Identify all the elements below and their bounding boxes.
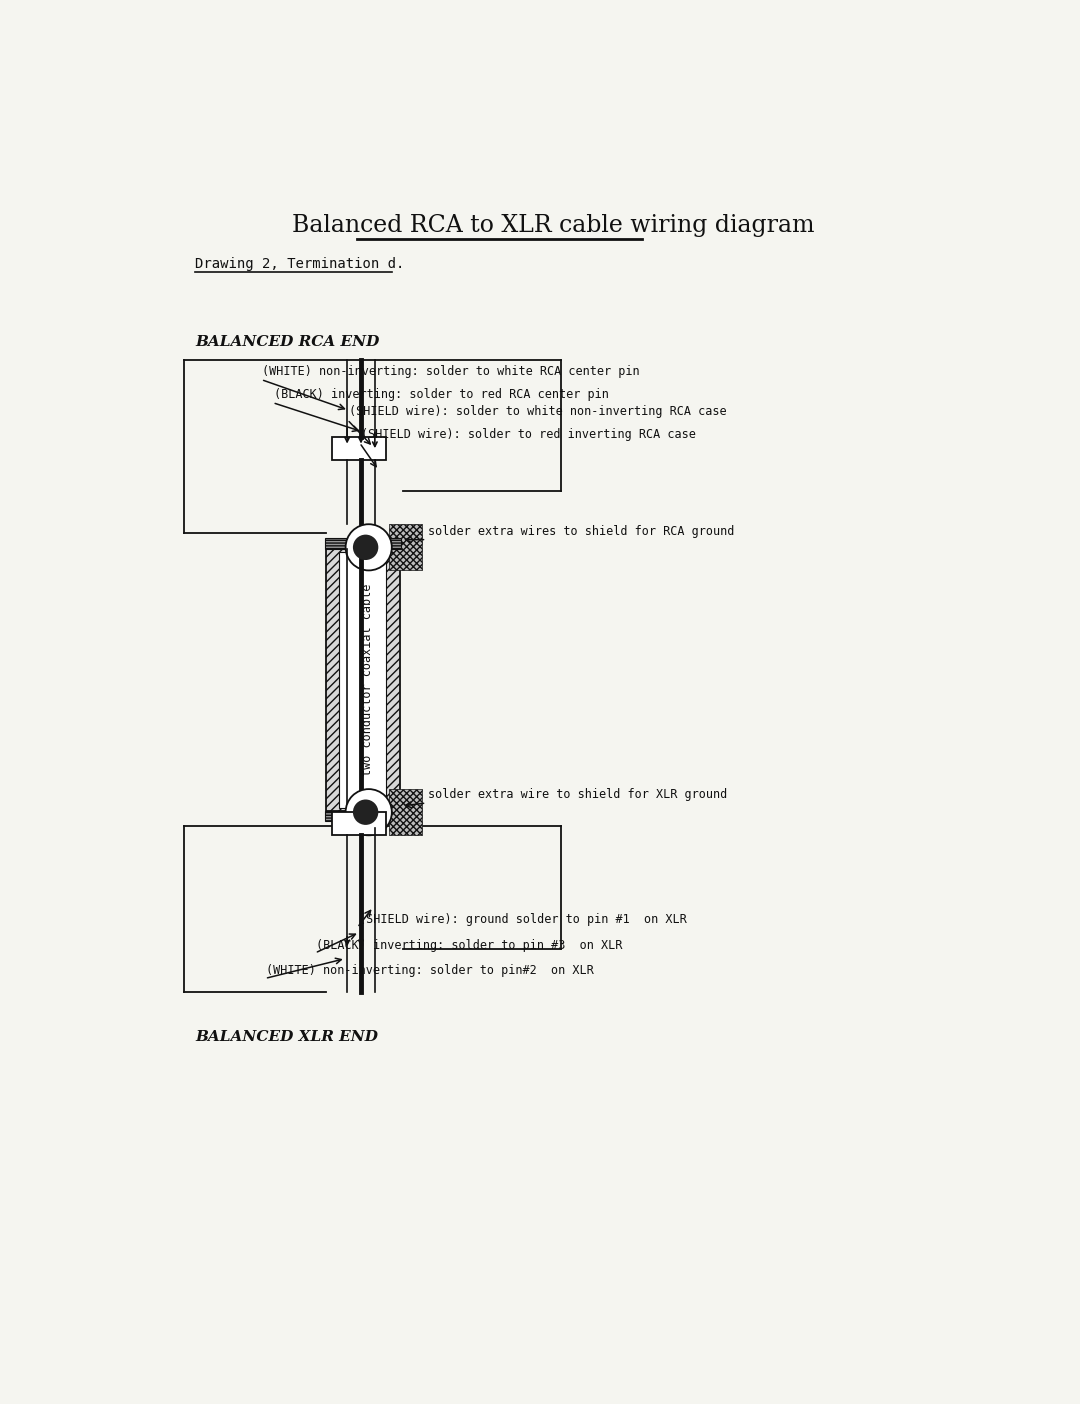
Circle shape [346,524,392,570]
Text: Drawing 2, Termination d.: Drawing 2, Termination d. [195,257,405,271]
Text: solder extra wires to shield for RCA ground: solder extra wires to shield for RCA gro… [428,525,734,538]
Bar [339,552,386,807]
Bar [326,549,400,810]
Text: BALANCED RCA END: BALANCED RCA END [195,334,380,348]
Text: (SHIELD wire): ground solder to pin #1  on XLR: (SHIELD wire): ground solder to pin #1 o… [359,913,687,927]
Bar [325,810,401,821]
Bar [390,789,422,835]
Bar [332,437,386,461]
Text: solder extra wire to shield for XLR ground: solder extra wire to shield for XLR grou… [428,789,727,802]
Text: (SHIELD wire): solder to red inverting RCA case: (SHIELD wire): solder to red inverting R… [361,428,696,441]
Text: two conductor coaxial cable: two conductor coaxial cable [361,584,374,776]
Text: (BLACK) inverting: solder to pin #3  on XLR: (BLACK) inverting: solder to pin #3 on X… [316,938,623,952]
Bar [332,812,386,835]
Text: (SHIELD wire): solder to white non-inverting RCA case: (SHIELD wire): solder to white non-inver… [349,404,727,418]
Text: BALANCED XLR END: BALANCED XLR END [195,1031,378,1045]
Text: (WHITE) non-inverting: solder to pin#2  on XLR: (WHITE) non-inverting: solder to pin#2 o… [267,965,594,977]
Text: (BLACK) inverting: solder to red RCA center pin: (BLACK) inverting: solder to red RCA cen… [274,388,609,402]
Text: Balanced RCA to XLR cable wiring diagram: Balanced RCA to XLR cable wiring diagram [293,213,814,237]
Circle shape [353,799,378,826]
Text: (WHITE) non-inverting: solder to white RCA center pin: (WHITE) non-inverting: solder to white R… [262,365,640,378]
Circle shape [346,789,392,835]
Bar [390,524,422,570]
Circle shape [353,535,378,560]
Bar [325,538,401,549]
